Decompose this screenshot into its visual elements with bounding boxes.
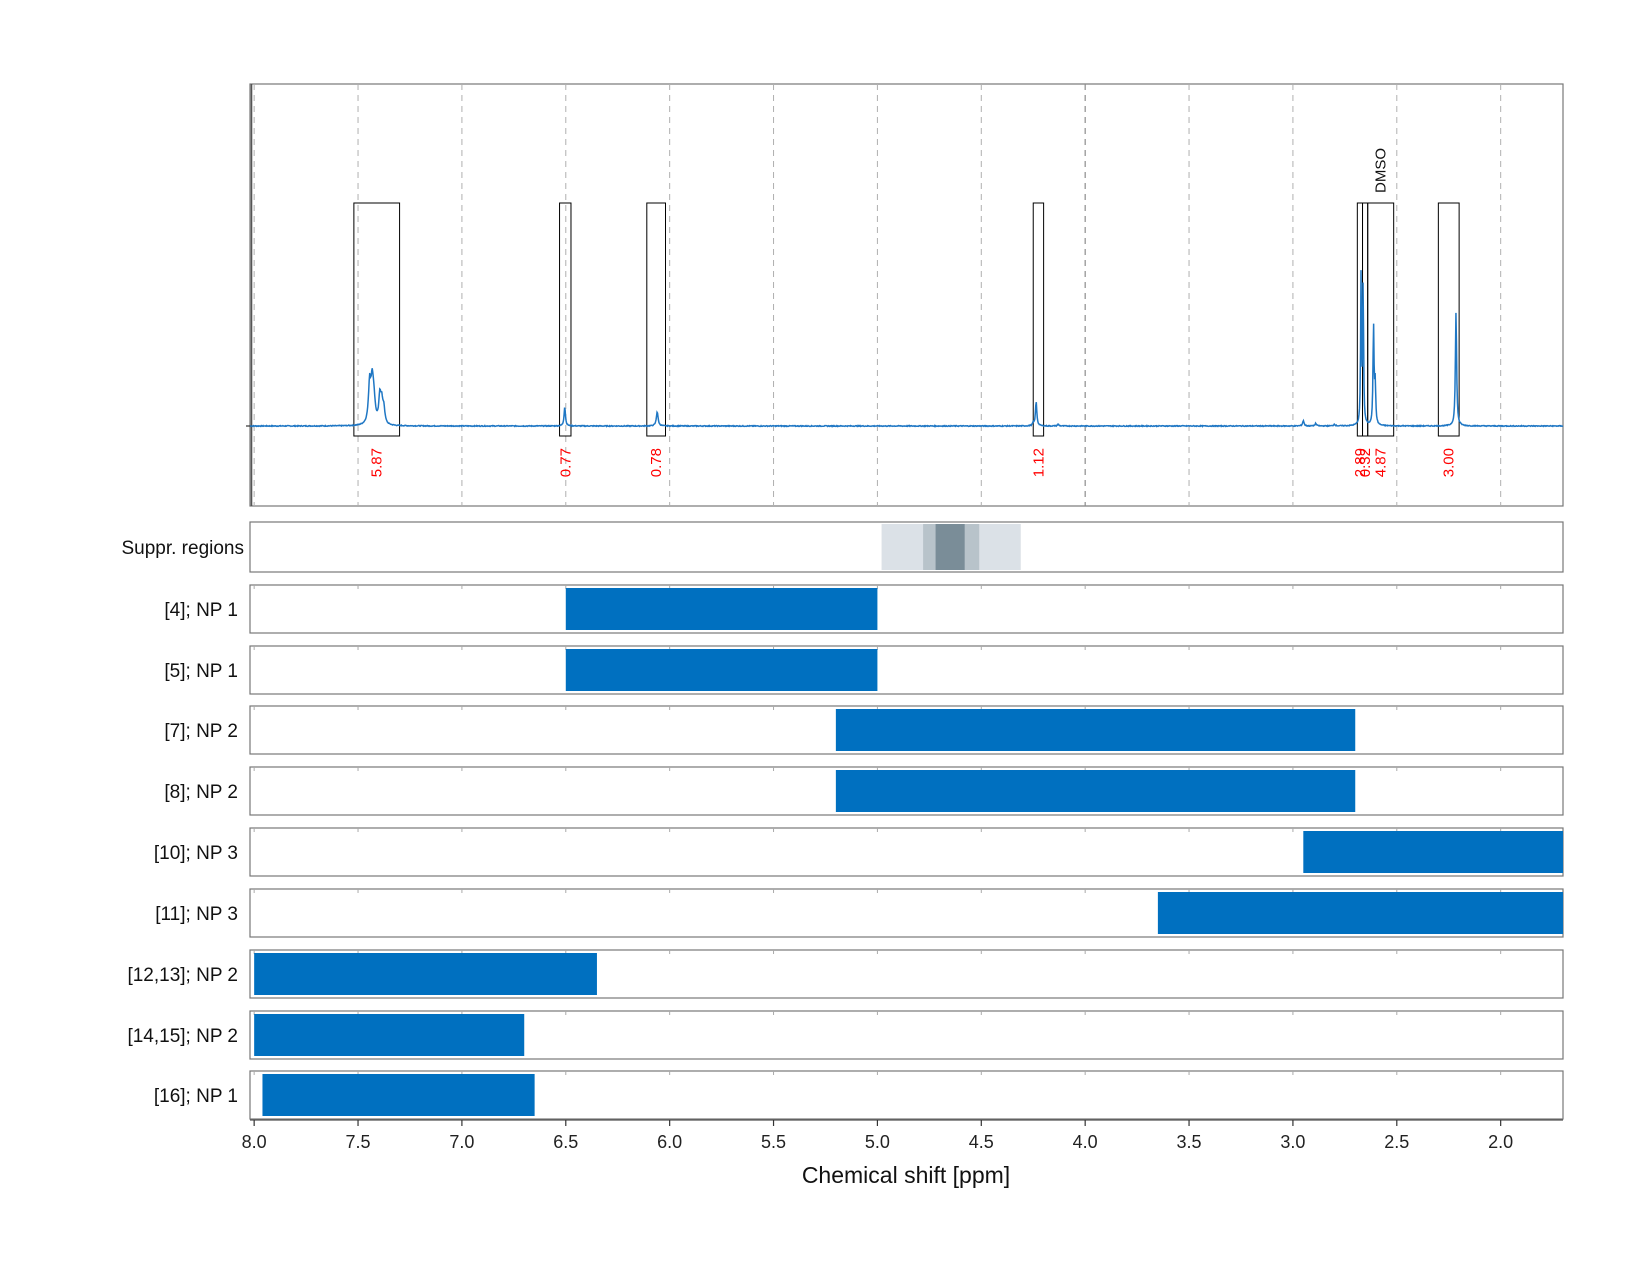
integral-value-label: 3.00 <box>1441 448 1458 477</box>
np-range-bar <box>1303 831 1563 873</box>
np-range-bar <box>565 588 878 630</box>
spectrum-line <box>249 270 1564 428</box>
x-tick-label: 3.0 <box>1280 1132 1305 1152</box>
integral-value-label: 4.87 <box>1373 448 1390 477</box>
np-row: [7]; NP 2 <box>164 705 1564 755</box>
x-tick-label: 2.0 <box>1488 1132 1513 1152</box>
x-tick-label: 4.0 <box>1073 1132 1098 1152</box>
x-tick-label: 5.0 <box>865 1132 890 1152</box>
integral-box <box>353 202 401 437</box>
np-row-label: [7]; NP 2 <box>164 721 238 742</box>
np-row-label: [12,13]; NP 2 <box>127 965 238 986</box>
x-tick-label: 7.5 <box>346 1132 371 1152</box>
np-row: [12,13]; NP 2 <box>127 949 1564 999</box>
np-range-bar <box>835 770 1356 812</box>
integral-box <box>559 202 572 437</box>
integral-box <box>646 202 667 437</box>
np-range-bar <box>565 649 878 691</box>
suppr-regions-label: Suppr. regions <box>121 538 244 559</box>
integral-box <box>1032 202 1045 437</box>
np-range-bar <box>254 1014 525 1056</box>
np-row: [8]; NP 2 <box>164 766 1564 816</box>
integral-value-label: 0.32 <box>1357 448 1374 477</box>
x-tick-label: 2.5 <box>1384 1132 1409 1152</box>
np-range-bar <box>262 1074 535 1116</box>
np-row-frame <box>249 584 1564 634</box>
np-row: [10]; NP 3 <box>154 827 1564 877</box>
integral-value-label: 0.78 <box>648 448 665 477</box>
x-axis: 8.0 7.5 7.0 6.5 6.0 5.5 5.0 4.5 4.0 3.5 3.0 2.5 2.0 <box>242 1119 1563 1152</box>
integral-value-label: 1.12 <box>1030 448 1047 477</box>
np-range-bar <box>1157 892 1563 934</box>
np-row: [11]; NP 3 <box>155 888 1564 938</box>
x-tick-label: 6.0 <box>657 1132 682 1152</box>
np-row-label: [14,15]; NP 2 <box>127 1026 238 1047</box>
np-row-label: [16]; NP 1 <box>154 1086 238 1107</box>
suppressed-band <box>935 524 965 570</box>
suppressed-regions-panel: Suppr. regions <box>121 521 1564 573</box>
np-row-label: [5]; NP 1 <box>164 661 238 682</box>
x-tick-label: 3.5 <box>1177 1132 1202 1152</box>
np-row-label: [10]; NP 3 <box>154 843 238 864</box>
x-tick-label: 5.5 <box>761 1132 786 1152</box>
integral-value-label: 2.89 <box>1352 448 1369 477</box>
np-row-label: [4]; NP 1 <box>164 600 238 621</box>
np-range-bar <box>835 709 1356 751</box>
np-row: [16]; NP 1 <box>154 1070 1564 1120</box>
x-axis-title: Chemical shift [ppm] <box>802 1162 1010 1188</box>
x-tick-label: 6.5 <box>553 1132 578 1152</box>
integral-value-label: 0.77 <box>557 448 574 477</box>
x-tick-label: 4.5 <box>969 1132 994 1152</box>
spectrum-panel: 5.87 0.77 0.78 1.12 2.890.324.87 3.00 DMSO <box>246 83 1564 507</box>
dmso-annotation: DMSO <box>1373 148 1390 193</box>
np-row-frame <box>249 645 1564 695</box>
x-tick-label: 8.0 <box>242 1132 267 1152</box>
np-row-label: [11]; NP 3 <box>155 904 238 925</box>
np-row: [5]; NP 1 <box>164 645 1564 695</box>
np-row: [4]; NP 1 <box>164 584 1564 634</box>
np-range-bar <box>254 953 597 995</box>
spectrum-frame <box>249 83 1564 507</box>
x-tick-label: 7.0 <box>449 1132 474 1152</box>
integral-box <box>1367 202 1395 437</box>
integral-value-label: 5.87 <box>369 448 386 477</box>
integral-box <box>1437 202 1460 437</box>
np-row: [14,15]; NP 2 <box>127 1010 1564 1060</box>
np-range-panels: [4]; NP 1 [5]; NP 1 [7]; NP 2 [8]; NP 2 [10]… <box>127 584 1564 1120</box>
np-row-label: [8]; NP 2 <box>164 782 238 803</box>
